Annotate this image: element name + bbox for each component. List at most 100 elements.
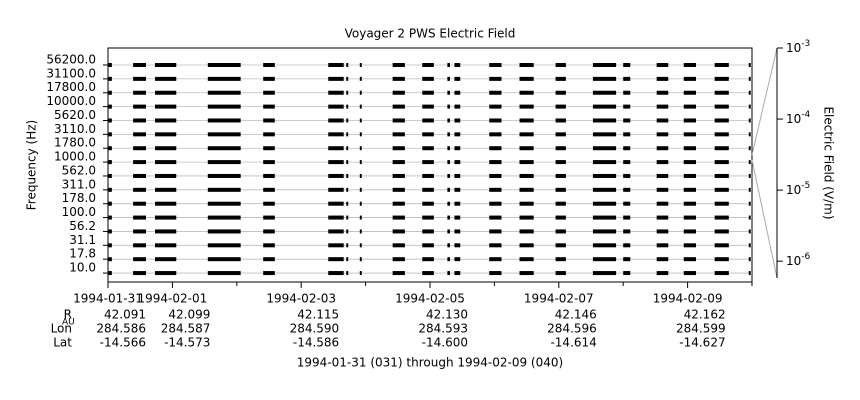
data-segment [519, 229, 534, 234]
data-segment [346, 229, 349, 234]
data-segment [714, 132, 729, 137]
data-segment [155, 132, 177, 137]
data-segment [263, 229, 275, 234]
data-segment [422, 104, 434, 109]
data-segment [108, 160, 112, 165]
data-segment [555, 229, 566, 234]
data-segment [133, 173, 146, 178]
ephemeris-label: Lat [53, 336, 72, 350]
data-segment [748, 90, 751, 95]
colorbar-tick-label: 10-6 [786, 252, 811, 268]
data-segment [592, 63, 617, 67]
chart-subtitle: 1994-01-31 (031) through 1994-02-09 (040… [297, 356, 563, 370]
data-segment [422, 76, 434, 81]
data-segment [263, 160, 275, 165]
data-segment [392, 63, 405, 67]
x-tick-label: 1994-02-05 [395, 292, 465, 306]
data-segment [592, 215, 617, 220]
data-segment [328, 257, 344, 262]
data-segment [489, 132, 502, 137]
ephemeris-label-sub: AU [62, 318, 75, 328]
data-segment [133, 257, 146, 262]
data-segment [108, 76, 112, 81]
ephemeris-value: 42.162 [684, 308, 726, 322]
data-segment [714, 104, 729, 109]
data-segment [656, 215, 669, 220]
data-segment [133, 76, 146, 81]
data-segment [447, 104, 450, 109]
data-segment [489, 173, 502, 178]
data-segment [656, 118, 669, 123]
data-segment [623, 215, 631, 220]
data-segment [489, 146, 502, 151]
y-tick-label: 3110.0 [54, 122, 96, 136]
data-segment [454, 76, 461, 81]
data-segment [133, 118, 146, 123]
data-segment [133, 146, 146, 151]
data-segment [133, 243, 146, 248]
colorbar-label: Electric Field (V/m) [822, 106, 836, 219]
data-segment [555, 243, 566, 248]
data-segment [489, 215, 502, 220]
data-segment [454, 229, 461, 234]
data-segment [519, 146, 534, 151]
x-tick-label: 1994-02-09 [653, 292, 723, 306]
colorbar-tick-label: 10-5 [786, 181, 810, 197]
data-segment [155, 63, 177, 67]
ephemeris-value: 284.590 [290, 322, 340, 336]
data-segment [748, 118, 751, 123]
data-segment [359, 229, 362, 234]
colorbar-tick-exponent: -3 [801, 39, 810, 49]
data-segment [133, 271, 146, 276]
data-segment [555, 201, 566, 206]
data-segment [592, 104, 617, 109]
data-segment [263, 90, 275, 95]
data-segment [392, 173, 405, 178]
data-segment [683, 229, 696, 234]
data-segment [656, 63, 669, 67]
colorbar-tick-exponent: -4 [801, 110, 810, 120]
data-segment [656, 201, 669, 206]
data-segment [447, 257, 450, 262]
data-segment [683, 201, 696, 206]
data-segment [592, 160, 617, 165]
data-segment [108, 132, 112, 137]
data-segment [656, 243, 669, 248]
data-segment [422, 243, 434, 248]
data-segment [454, 104, 461, 109]
data-segment [392, 271, 405, 276]
colorbar-connector [751, 159, 778, 279]
data-segment [328, 201, 344, 206]
data-segment [519, 215, 534, 220]
data-segment [519, 257, 534, 262]
data-segment [714, 201, 729, 206]
ephemeris-value: -14.573 [164, 336, 210, 350]
data-segment [555, 63, 566, 67]
data-segment [454, 201, 461, 206]
data-segment [748, 271, 751, 276]
data-segment [656, 160, 669, 165]
data-segment [623, 201, 631, 206]
ephemeris-value: -14.566 [100, 336, 146, 350]
data-segment [422, 201, 434, 206]
data-segment [555, 271, 566, 276]
data-segment [422, 63, 434, 67]
data-segment [422, 90, 434, 95]
data-segment [328, 243, 344, 248]
data-segment [656, 271, 669, 276]
data-segment [422, 229, 434, 234]
data-segment [392, 187, 405, 192]
data-segment [656, 229, 669, 234]
data-segment [623, 146, 631, 151]
data-segment [592, 257, 617, 262]
data-segment [447, 90, 450, 95]
data-segment [714, 215, 729, 220]
data-segment [592, 118, 617, 123]
data-segment [207, 146, 241, 151]
data-segment [346, 90, 349, 95]
data-segment [454, 271, 461, 276]
data-segment [155, 146, 177, 151]
ephemeris-value: -14.600 [422, 336, 468, 350]
data-segment [422, 257, 434, 262]
data-segment [359, 76, 362, 81]
